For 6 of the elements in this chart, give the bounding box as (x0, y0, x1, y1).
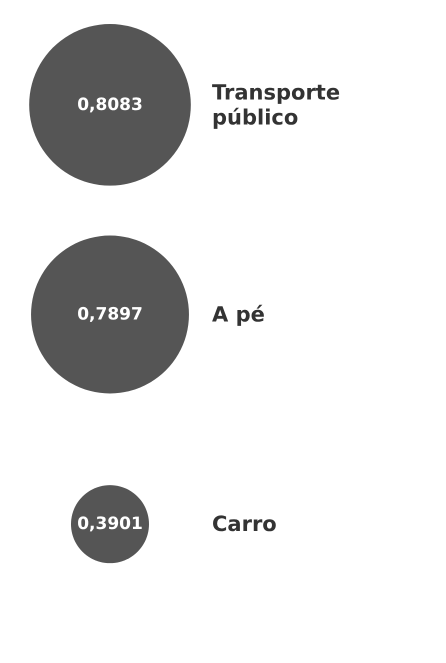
data-label: 0,3901 (77, 514, 143, 534)
data-label: 0,8083 (77, 94, 143, 115)
data-label: 0,7897 (77, 304, 143, 324)
category-label: A pé (212, 302, 265, 326)
category-label: Carro (212, 512, 277, 536)
category-label: Transporte público (212, 80, 348, 130)
